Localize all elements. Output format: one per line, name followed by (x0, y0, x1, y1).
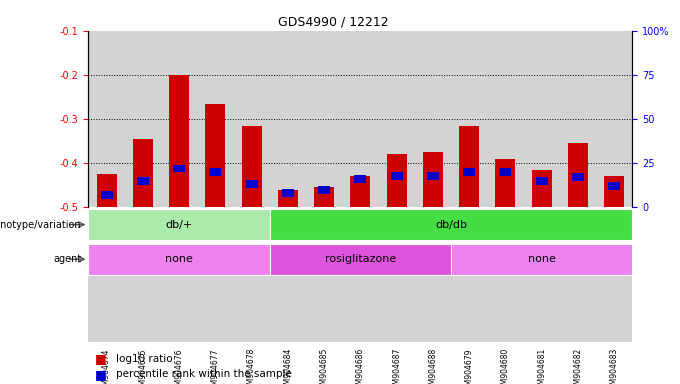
Bar (427, 172, 439, 180)
Text: none: none (165, 254, 193, 264)
Bar (524, 276, 560, 342)
Bar (282, 189, 294, 197)
Bar (209, 168, 221, 176)
Text: ■: ■ (95, 368, 111, 381)
Bar (197, 276, 233, 342)
Bar (423, 152, 443, 207)
Text: ■: ■ (95, 353, 111, 366)
Bar (233, 31, 270, 207)
Bar (88, 209, 270, 240)
Bar (596, 31, 632, 207)
Text: none: none (528, 254, 556, 264)
Bar (270, 244, 451, 275)
Bar (197, 31, 233, 207)
Bar (270, 31, 306, 207)
Bar (524, 31, 560, 207)
Bar (314, 187, 334, 207)
Bar (270, 276, 306, 342)
Bar (342, 276, 379, 342)
Bar (169, 75, 189, 207)
Text: db/db: db/db (435, 220, 467, 230)
Bar (609, 182, 620, 190)
Bar (161, 31, 197, 207)
Bar (161, 276, 197, 342)
Bar (205, 104, 225, 207)
Bar (354, 175, 367, 183)
Bar (97, 174, 116, 207)
Bar (350, 176, 371, 207)
Bar (379, 31, 415, 207)
Bar (596, 276, 632, 342)
Bar (245, 180, 258, 189)
Bar (451, 31, 488, 207)
Bar (459, 126, 479, 207)
Bar (318, 186, 330, 194)
Bar (451, 244, 632, 275)
Bar (391, 172, 403, 180)
Bar (496, 159, 515, 207)
Bar (568, 143, 588, 207)
Bar (133, 139, 153, 207)
Bar (488, 31, 524, 207)
Bar (101, 191, 112, 199)
Bar (560, 31, 596, 207)
Bar (88, 276, 124, 342)
Title: GDS4990 / 12212: GDS4990 / 12212 (278, 15, 388, 28)
Text: percentile rank within the sample: percentile rank within the sample (116, 369, 292, 379)
Bar (532, 170, 551, 207)
Bar (605, 176, 624, 207)
Text: log10 ratio: log10 ratio (116, 354, 172, 364)
Bar (342, 31, 379, 207)
Bar (379, 276, 415, 342)
Bar (233, 276, 270, 342)
Text: genotype/variation: genotype/variation (0, 220, 82, 230)
Bar (500, 168, 511, 176)
Bar (88, 31, 124, 207)
Bar (572, 173, 584, 181)
Bar (124, 276, 161, 342)
Bar (306, 276, 342, 342)
Text: db/+: db/+ (165, 220, 192, 230)
Bar (306, 31, 342, 207)
Bar (278, 190, 298, 207)
Bar (137, 177, 149, 185)
Bar (88, 244, 270, 275)
Bar (451, 276, 488, 342)
Bar (415, 276, 451, 342)
Text: rosiglitazone: rosiglitazone (325, 254, 396, 264)
Bar (387, 154, 407, 207)
Text: agent: agent (53, 254, 82, 264)
Bar (241, 126, 262, 207)
Bar (536, 177, 547, 185)
Bar (270, 209, 632, 240)
Bar (488, 276, 524, 342)
Bar (124, 31, 161, 207)
Bar (415, 31, 451, 207)
Bar (173, 164, 185, 172)
Bar (560, 276, 596, 342)
Bar (463, 168, 475, 176)
